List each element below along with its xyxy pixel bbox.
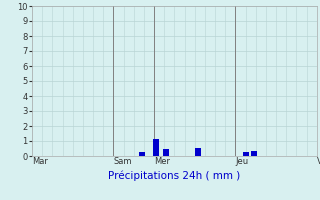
Bar — [139, 152, 145, 156]
X-axis label: Précipitations 24h ( mm ): Précipitations 24h ( mm ) — [108, 171, 241, 181]
Bar — [243, 152, 249, 156]
Bar — [163, 148, 169, 156]
Bar — [153, 139, 159, 156]
Bar — [251, 151, 257, 156]
Bar — [195, 148, 201, 156]
